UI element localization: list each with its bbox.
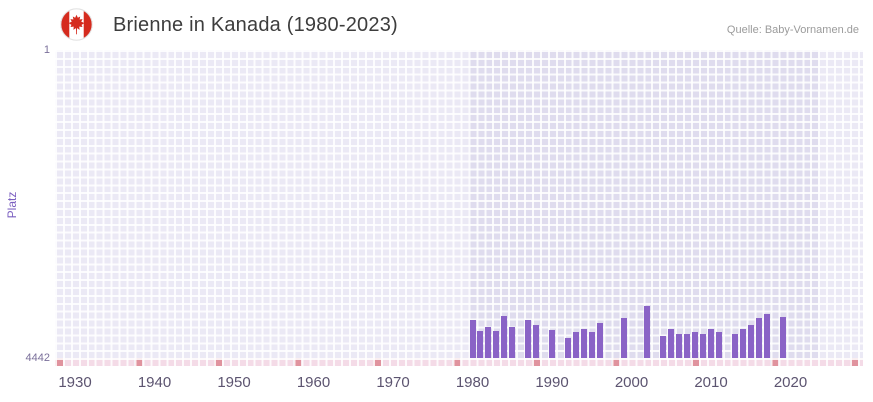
page-title: Brienne in Kanada (1980-2023)	[113, 14, 398, 36]
source-credit: Quelle: Baby-Vornamen.de	[726, 24, 859, 36]
bar-year-2006[interactable]	[676, 333, 683, 358]
bar-year-2007[interactable]	[684, 333, 691, 358]
bar-year-2011[interactable]	[715, 331, 722, 358]
x-tick-label-1940: 1940	[137, 374, 172, 391]
x-tick-label-1930: 1930	[58, 374, 92, 391]
y-tick-top: 1	[43, 44, 50, 56]
bar-year-1982[interactable]	[485, 326, 492, 358]
y-tick-bottom: 4442	[25, 352, 50, 364]
bar-year-1988[interactable]	[533, 325, 540, 358]
bar-year-1984[interactable]	[501, 315, 508, 358]
bar-year-1985[interactable]	[509, 327, 516, 358]
x-tick-label-2000: 2000	[614, 374, 649, 391]
canada-flag-icon	[60, 8, 93, 41]
bar-year-1995[interactable]	[588, 331, 595, 358]
bars-layer	[55, 50, 863, 366]
bar-year-2008[interactable]	[692, 331, 699, 358]
x-tick-label-2010: 2010	[694, 374, 728, 391]
bar-year-2005[interactable]	[668, 329, 675, 358]
bar-year-1983[interactable]	[493, 330, 500, 358]
bar-year-1987[interactable]	[525, 320, 532, 358]
bar-year-2014[interactable]	[739, 329, 746, 358]
bar-year-1990[interactable]	[549, 330, 555, 358]
x-tick-label-1960: 1960	[296, 374, 331, 391]
bar-year-2019[interactable]	[779, 316, 786, 358]
bar-year-1996[interactable]	[596, 323, 603, 358]
bar-year-1981[interactable]	[477, 330, 484, 358]
bar-year-2016[interactable]	[755, 317, 762, 358]
chart-header: Brienne in Kanada (1980-2023) Quelle: Ba…	[0, 0, 873, 50]
bar-year-2002[interactable]	[644, 305, 651, 358]
bar-year-2004[interactable]	[660, 336, 667, 358]
bar-year-1992[interactable]	[564, 337, 571, 358]
bar-year-2009[interactable]	[700, 333, 707, 358]
bar-year-2015[interactable]	[747, 325, 754, 358]
bar-year-1980[interactable]	[469, 320, 476, 358]
bar-year-1994[interactable]	[580, 329, 587, 358]
bar-year-1999[interactable]	[620, 317, 627, 358]
x-tick-label-2020: 2020	[773, 374, 808, 391]
plot-area	[55, 50, 863, 366]
bar-year-2010[interactable]	[708, 329, 714, 358]
y-axis-label: Platz	[5, 191, 19, 219]
x-tick-label-1950: 1950	[217, 374, 251, 391]
bar-year-2013[interactable]	[731, 333, 738, 358]
x-tick-label-1970: 1970	[376, 374, 410, 391]
bar-year-1993[interactable]	[572, 331, 579, 358]
x-tick-label-1990: 1990	[535, 374, 569, 391]
bar-year-2017[interactable]	[763, 313, 770, 358]
x-tick-label-1980: 1980	[455, 374, 490, 391]
